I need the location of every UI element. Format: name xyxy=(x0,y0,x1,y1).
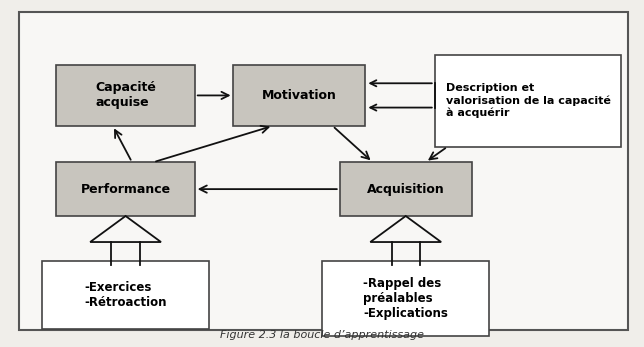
Text: Capacité
acquise: Capacité acquise xyxy=(95,82,156,109)
FancyArrowPatch shape xyxy=(430,148,445,160)
Text: -Rappel des
préalables
-Explications: -Rappel des préalables -Explications xyxy=(363,277,448,320)
FancyArrowPatch shape xyxy=(200,186,337,193)
Text: Performance: Performance xyxy=(80,183,171,196)
Bar xyxy=(340,162,471,216)
FancyArrowPatch shape xyxy=(115,130,131,160)
Bar xyxy=(57,162,194,216)
FancyArrowPatch shape xyxy=(370,80,432,86)
Text: Figure 2.3 la boucle d’apprentissage: Figure 2.3 la boucle d’apprentissage xyxy=(220,330,424,340)
Text: -Exercices
-Rétroaction: -Exercices -Rétroaction xyxy=(84,281,167,309)
FancyArrowPatch shape xyxy=(198,92,229,99)
FancyArrowPatch shape xyxy=(370,104,432,111)
Bar xyxy=(57,65,194,126)
Polygon shape xyxy=(90,216,161,242)
Text: Motivation: Motivation xyxy=(262,89,337,102)
Text: Acquisition: Acquisition xyxy=(367,183,444,196)
Polygon shape xyxy=(370,216,441,242)
Bar xyxy=(322,261,489,336)
Text: Description et
valorisation de la capacité
à acquérir: Description et valorisation de la capaci… xyxy=(446,83,611,118)
Bar xyxy=(233,65,366,126)
FancyArrowPatch shape xyxy=(156,126,269,161)
FancyArrowPatch shape xyxy=(334,128,369,159)
Bar xyxy=(435,55,621,147)
Bar xyxy=(42,261,209,329)
